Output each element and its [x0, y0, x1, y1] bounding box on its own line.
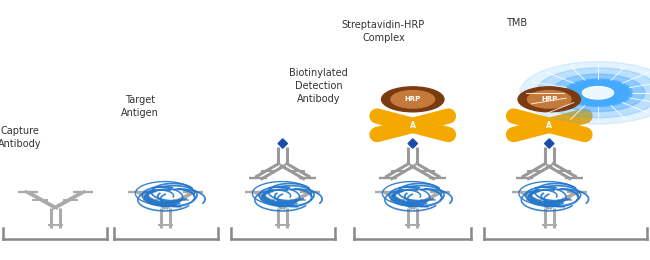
Polygon shape	[545, 139, 554, 148]
Circle shape	[551, 74, 645, 112]
Circle shape	[564, 79, 632, 107]
Text: Capture
Antibody: Capture Antibody	[0, 126, 41, 150]
Text: A: A	[410, 121, 416, 130]
Circle shape	[518, 87, 580, 112]
Polygon shape	[278, 139, 287, 148]
Text: Biotinylated
Detection
Antibody: Biotinylated Detection Antibody	[289, 68, 348, 104]
Text: TMB: TMB	[506, 18, 527, 28]
Text: HRP: HRP	[404, 96, 421, 102]
Circle shape	[567, 80, 629, 105]
Circle shape	[520, 62, 650, 124]
Circle shape	[382, 87, 444, 112]
Text: Target
Antigen: Target Antigen	[121, 95, 159, 118]
Circle shape	[527, 90, 571, 108]
Circle shape	[391, 90, 435, 108]
Circle shape	[537, 94, 562, 104]
Circle shape	[536, 68, 650, 118]
Polygon shape	[408, 139, 417, 148]
Circle shape	[582, 87, 614, 99]
Text: A: A	[546, 121, 552, 130]
Text: Streptavidin-HRP
Complex: Streptavidin-HRP Complex	[342, 20, 425, 43]
Text: HRP: HRP	[541, 96, 558, 102]
Circle shape	[400, 94, 425, 104]
